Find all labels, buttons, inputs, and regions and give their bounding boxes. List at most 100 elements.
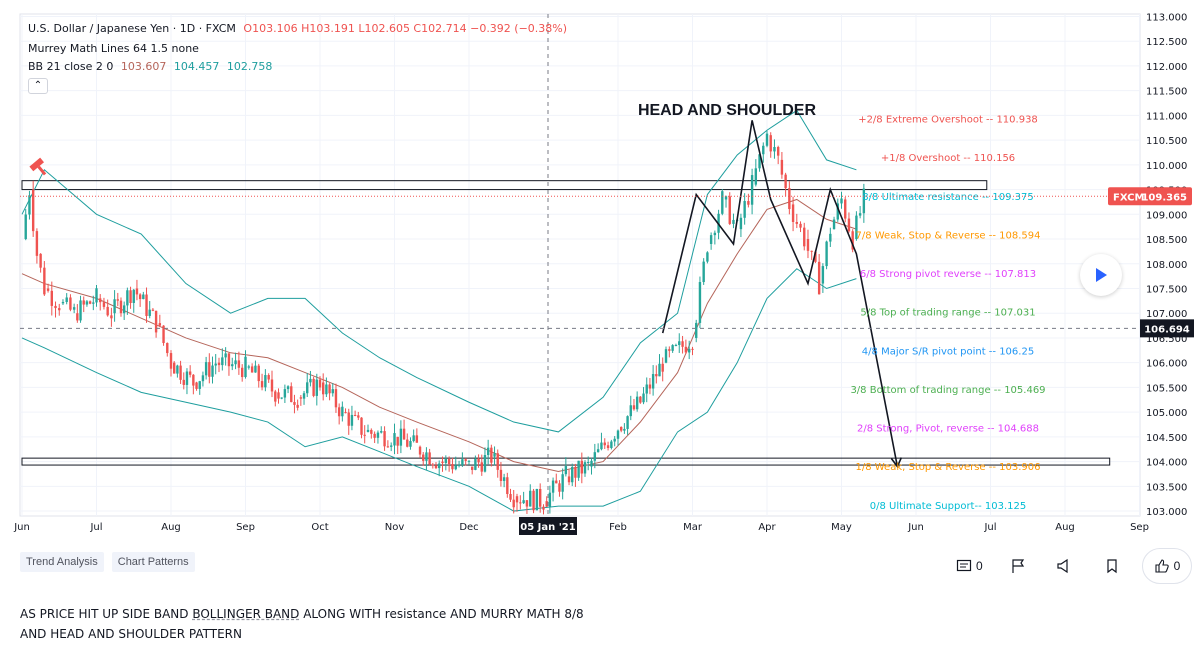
play-button[interactable] [1080, 254, 1122, 296]
candle-body [655, 374, 658, 377]
candle-body [803, 227, 806, 247]
megaphone-icon [1057, 558, 1068, 574]
candle-body [434, 465, 438, 469]
candle-body [54, 305, 57, 309]
x-tick-label: Aug [1055, 522, 1075, 533]
candle-body [732, 219, 735, 224]
chart-area[interactable]: 103.000 103.500 104.000 104.500 105.000 105.5… [0, 0, 1200, 540]
bookmark-button[interactable] [1104, 548, 1120, 584]
candle-body [353, 414, 357, 416]
candle-body [444, 458, 448, 464]
ohlc-values: O103.106 H103.191 L102.605 C102.714 −0.3… [243, 22, 568, 35]
candle-body [490, 447, 493, 463]
candle-body [538, 488, 542, 507]
share-button[interactable] [1056, 548, 1072, 584]
candle-body [113, 299, 116, 314]
candle-body [499, 469, 503, 481]
candle-body [506, 477, 509, 495]
bb-label: BB 21 close 2 0 [28, 60, 114, 73]
price-chart[interactable]: 103.000 103.500 104.000 104.500 105.000 105.5… [0, 0, 1200, 540]
bb-basis-line [21, 198, 857, 472]
candle-body [260, 381, 264, 388]
candle-body [535, 488, 539, 511]
candle-body [438, 463, 441, 469]
candle-body [784, 174, 787, 189]
candle-body [126, 290, 129, 306]
murrey-level-label: 8/8 Ultimate resistance -- 109.375 [862, 192, 1033, 203]
candle-body [788, 188, 791, 210]
flag-button[interactable] [1010, 548, 1026, 584]
candle-body [706, 252, 709, 262]
candle-body [674, 345, 678, 347]
legend-symbol-row: U.S. Dollar / Japanese Yen · 1D · FXCM O… [28, 22, 567, 35]
candle-body [396, 436, 399, 446]
candle-body [106, 306, 109, 316]
candle-body [814, 251, 817, 262]
candle-body [331, 389, 334, 394]
candle-body [817, 261, 821, 295]
candle-body [496, 453, 499, 470]
y-tick-label: 111.000 [1146, 111, 1187, 122]
crosshair-date-box [519, 517, 577, 535]
candle-body [195, 382, 198, 389]
candle-body [758, 154, 761, 169]
x-tick-label: Jul [89, 522, 102, 533]
tag-trend-analysis[interactable]: Trend Analysis [20, 552, 104, 572]
y-tick-label: 105.500 [1146, 383, 1187, 394]
candle-body [214, 363, 217, 366]
candle-body [341, 406, 344, 417]
x-tick-label: Jul [983, 522, 996, 533]
candle-body [629, 405, 632, 417]
candle-body [76, 313, 79, 321]
pattern-arrowhead [890, 457, 903, 469]
candle-body [564, 466, 568, 475]
candle-body [422, 454, 425, 461]
candle-body [132, 289, 135, 303]
hammer-head [29, 157, 45, 172]
comment-button[interactable]: 0 [956, 548, 983, 584]
candle-body [713, 232, 717, 236]
candle-body [318, 379, 322, 388]
candle-body [135, 288, 139, 295]
candle-body [428, 452, 431, 465]
candle-body [290, 386, 293, 403]
chevron-up-icon[interactable]: ⌃ [28, 78, 48, 94]
candle-body [721, 191, 724, 214]
candle-body [69, 297, 72, 310]
candle-body [431, 464, 435, 466]
candle-body [695, 322, 698, 338]
tag-chart-patterns[interactable]: Chart Patterns [111, 552, 195, 572]
candle-body [821, 266, 825, 284]
description-text: AS PRICE HIT UP SIDE BAND [20, 607, 193, 621]
x-tick-label: Mar [683, 522, 703, 533]
tags-row: Trend Analysis Chart Patterns [20, 552, 195, 572]
candle-body [862, 188, 866, 214]
candle-body [312, 378, 315, 396]
candle-body [776, 147, 780, 156]
candle-body [483, 455, 487, 472]
bollinger-band-link[interactable]: BOLLINGER BAND [192, 607, 300, 621]
candle-body [201, 375, 205, 382]
candle-body [95, 288, 98, 303]
candle-body [467, 460, 471, 462]
candle-body [493, 453, 496, 457]
murrey-level-label: 2/8 Strong, Pivot, reverse -- 104.688 [857, 424, 1039, 435]
candle-body [274, 391, 277, 402]
bb-upper-value: 104.457 [173, 60, 220, 73]
candle-body [616, 430, 620, 439]
comment-icon [956, 559, 972, 572]
candle-body [851, 231, 854, 250]
candle-body [739, 217, 743, 230]
last-price-value: 109.365 [1141, 192, 1187, 203]
candle-body [58, 308, 61, 311]
murrey-level-label: 1/8 Weak, Stop & Reverse -- 103.906 [855, 462, 1040, 473]
candle-body [551, 480, 555, 493]
y-tick-label: 108.500 [1146, 235, 1187, 246]
candle-body [454, 465, 457, 470]
y-tick-label: 110.000 [1146, 161, 1187, 172]
candle-body [198, 381, 201, 389]
candle-body [477, 458, 480, 463]
candle-body [43, 267, 46, 295]
like-button[interactable]: 0 [1142, 548, 1192, 584]
murrey-level-label: 7/8 Weak, Stop & Reverse -- 108.594 [855, 230, 1040, 241]
